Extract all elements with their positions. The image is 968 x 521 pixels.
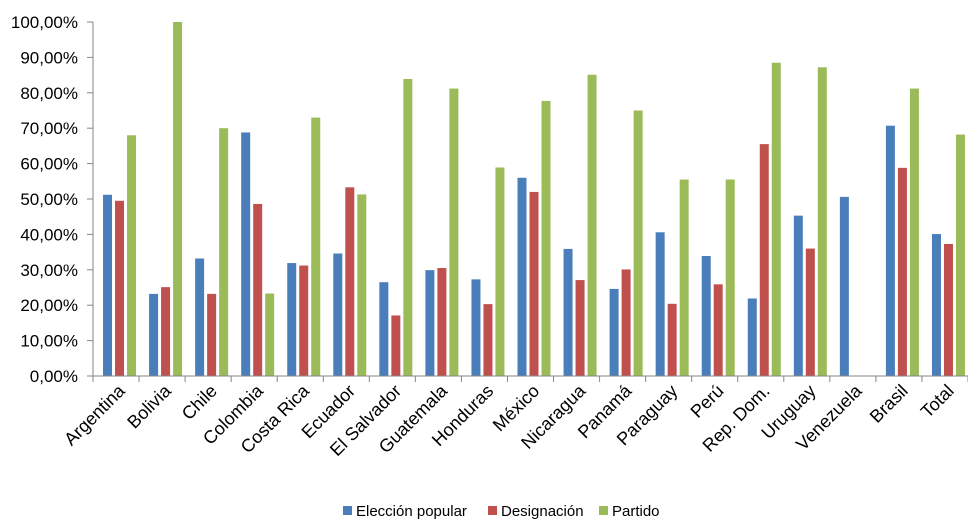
x-tick-label-bolivia: Bolivia bbox=[123, 380, 175, 432]
y-tick-label: 0,00% bbox=[30, 367, 78, 386]
bar-designacion-chile bbox=[207, 293, 217, 376]
y-tick-label: 60,00% bbox=[20, 155, 78, 174]
bar-partido-ecuador bbox=[357, 194, 367, 376]
bar-eleccion-popular-bolivia bbox=[149, 293, 159, 376]
bar-eleccion-popular-honduras bbox=[471, 279, 481, 376]
bar-designacion-paraguay bbox=[667, 303, 677, 376]
bar-partido-bolivia bbox=[173, 22, 183, 376]
bar-partido-rep-dom bbox=[771, 62, 781, 377]
bar-eleccion-popular-peru bbox=[701, 255, 711, 376]
bar-eleccion-popular-chile bbox=[195, 258, 205, 376]
bar-eleccion-popular-nicaragua bbox=[563, 248, 573, 376]
bar-eleccion-popular-paraguay bbox=[655, 232, 665, 376]
bar-designacion-nicaragua bbox=[575, 280, 585, 376]
bar-eleccion-popular-panama bbox=[609, 288, 619, 376]
bar-partido-chile bbox=[219, 128, 229, 376]
y-tick-label: 10,00% bbox=[20, 332, 78, 351]
x-tick-label-argentina: Argentina bbox=[60, 380, 129, 449]
bar-designacion-bolivia bbox=[161, 287, 171, 376]
bar-partido-brasil bbox=[909, 88, 919, 376]
y-tick-label: 80,00% bbox=[20, 84, 78, 103]
bar-partido-total bbox=[955, 134, 965, 376]
bar-designacion-brasil bbox=[897, 167, 907, 376]
bar-partido-mexico bbox=[541, 100, 551, 376]
x-tick-label-total: Total bbox=[917, 381, 958, 422]
bar-designacion-honduras bbox=[483, 304, 493, 376]
x-tick-label-brasil: Brasil bbox=[866, 381, 912, 427]
y-tick-label: 90,00% bbox=[20, 48, 78, 67]
bar-eleccion-popular-total bbox=[931, 234, 941, 376]
bar-designacion-uruguay bbox=[805, 248, 815, 376]
x-tick-label-chile: Chile bbox=[178, 381, 221, 424]
bar-designacion-ecuador bbox=[345, 187, 355, 376]
bar-eleccion-popular-colombia bbox=[241, 132, 251, 376]
bar-eleccion-popular-rep-dom bbox=[747, 298, 757, 376]
bar-designacion-costa-rica bbox=[299, 265, 309, 376]
legend: Elección popular Designación Partido bbox=[343, 503, 660, 520]
legend-label-eleccion-popular: Elección popular bbox=[356, 503, 467, 520]
bar-partido-costa-rica bbox=[311, 117, 321, 376]
legend-swatch-designacion bbox=[488, 506, 497, 515]
bar-eleccion-popular-uruguay bbox=[793, 215, 803, 376]
bar-eleccion-popular-costa-rica bbox=[287, 263, 297, 376]
bar-designacion-colombia bbox=[253, 203, 263, 376]
x-tick-label-peru: Perú bbox=[687, 381, 728, 422]
bar-partido-paraguay bbox=[679, 179, 689, 376]
bar-designacion-rep-dom bbox=[759, 144, 769, 376]
y-tick-label: 40,00% bbox=[20, 225, 78, 244]
y-tick-label: 70,00% bbox=[20, 119, 78, 138]
bar-designacion-el-salvador bbox=[391, 315, 401, 376]
y-tick-label: 20,00% bbox=[20, 296, 78, 315]
bar-designacion-total bbox=[943, 243, 953, 376]
bar-partido-argentina bbox=[127, 135, 137, 376]
bar-eleccion-popular-guatemala bbox=[425, 270, 435, 376]
bar-partido-peru bbox=[725, 179, 735, 376]
bar-partido-uruguay bbox=[817, 67, 827, 376]
bar-eleccion-popular-ecuador bbox=[333, 253, 343, 376]
legend-swatch-eleccion-popular bbox=[343, 506, 352, 515]
legend-label-designacion: Designación bbox=[501, 503, 584, 520]
bar-designacion-peru bbox=[713, 284, 723, 376]
bar-eleccion-popular-mexico bbox=[517, 177, 527, 376]
bar-eleccion-popular-venezuela bbox=[839, 196, 849, 376]
y-tick-label: 30,00% bbox=[20, 261, 78, 280]
bar-eleccion-popular-el-salvador bbox=[379, 282, 389, 376]
bar-partido-el-salvador bbox=[403, 78, 413, 376]
bar-eleccion-popular-brasil bbox=[885, 125, 895, 376]
bars bbox=[103, 22, 965, 377]
bar-designacion-argentina bbox=[115, 200, 125, 376]
bar-partido-nicaragua bbox=[587, 74, 597, 376]
bar-partido-guatemala bbox=[449, 88, 459, 376]
bar-designacion-guatemala bbox=[437, 268, 447, 376]
bar-designacion-panama bbox=[621, 269, 631, 376]
legend-label-partido: Partido bbox=[612, 503, 660, 520]
bar-partido-colombia bbox=[265, 293, 275, 376]
y-tick-label: 50,00% bbox=[20, 190, 78, 209]
bar-eleccion-popular-argentina bbox=[103, 194, 113, 376]
y-axis: 0,00% 10,00% 20,00% 30,00% 40,00% 50,00% 60,00… bbox=[11, 13, 94, 386]
bar-partido-panama bbox=[633, 110, 643, 376]
y-tick-label: 100,00% bbox=[11, 13, 78, 32]
bar-partido-honduras bbox=[495, 167, 505, 376]
bar-designacion-mexico bbox=[529, 191, 539, 376]
legend-swatch-partido bbox=[599, 506, 608, 515]
